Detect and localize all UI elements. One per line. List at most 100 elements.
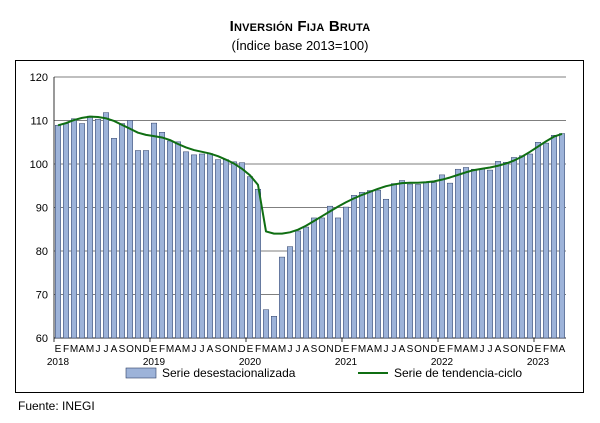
month-label: E — [439, 344, 446, 355]
month-label: D — [334, 344, 341, 355]
month-label: M — [182, 344, 190, 355]
month-label: A — [79, 344, 86, 355]
year-label: 2021 — [335, 357, 358, 368]
bar — [183, 151, 189, 339]
chart-title: Inversión Fija Bruta — [229, 18, 371, 35]
month-label: O — [510, 344, 518, 355]
month-label: M — [550, 344, 558, 355]
year-label: 2023 — [527, 357, 550, 368]
y-tick-label: 110 — [30, 116, 48, 128]
month-label: O — [126, 344, 134, 355]
bar — [519, 155, 525, 339]
bar — [263, 309, 269, 339]
bar — [471, 168, 477, 339]
month-label: O — [318, 344, 326, 355]
month-label: J — [480, 344, 485, 355]
month-label: A — [495, 344, 502, 355]
month-label: A — [367, 344, 374, 355]
month-label: N — [134, 344, 141, 355]
month-label: M — [470, 344, 478, 355]
month-label: N — [326, 344, 333, 355]
bar — [127, 120, 133, 339]
month-label: D — [238, 344, 245, 355]
bar — [511, 157, 517, 339]
bar — [527, 153, 533, 339]
bar — [111, 138, 117, 339]
month-label: A — [111, 344, 118, 355]
month-label: A — [399, 344, 406, 355]
month-label: M — [454, 344, 462, 355]
month-label: N — [422, 344, 429, 355]
month-label: F — [63, 344, 69, 355]
month-label: J — [384, 344, 389, 355]
month-label: F — [543, 344, 549, 355]
bar — [343, 206, 349, 339]
month-label: J — [192, 344, 197, 355]
month-label: F — [159, 344, 165, 355]
bar — [103, 112, 109, 339]
y-tick-label: 60 — [36, 333, 48, 345]
bar — [79, 123, 85, 339]
month-label: A — [207, 344, 214, 355]
bar — [431, 182, 437, 339]
bar — [551, 135, 557, 339]
month-label: E — [343, 344, 350, 355]
bar — [375, 189, 381, 339]
month-label: D — [142, 344, 149, 355]
bar — [247, 176, 253, 339]
month-label: S — [215, 344, 222, 355]
legend-line-label: Serie de tendencia-ciclo — [394, 366, 522, 380]
month-label: N — [518, 344, 525, 355]
bar — [287, 246, 293, 339]
month-label: J — [104, 344, 109, 355]
bar — [295, 230, 301, 339]
bar — [319, 217, 325, 339]
bar — [207, 153, 213, 339]
bar — [167, 140, 173, 339]
bar — [391, 183, 397, 339]
month-label: J — [488, 344, 493, 355]
legend-bar-swatch — [125, 367, 157, 379]
bar — [215, 159, 221, 339]
bar — [303, 226, 309, 339]
chart-frame: 60 70 80 90 100 110 120 E F M A M J J A S O N D E F M A M J J A S O N… — [15, 60, 584, 393]
month-label: M — [278, 344, 286, 355]
bar — [223, 159, 229, 339]
month-label: E — [535, 344, 542, 355]
bar — [559, 133, 565, 339]
month-label: F — [351, 344, 357, 355]
bar — [351, 195, 357, 339]
month-label: A — [559, 344, 566, 355]
month-label: S — [311, 344, 318, 355]
bar — [383, 198, 389, 339]
month-label: A — [175, 344, 182, 355]
bar — [239, 162, 245, 339]
bar — [71, 118, 77, 339]
bar — [543, 142, 549, 339]
bar — [55, 125, 61, 339]
month-label: J — [296, 344, 301, 355]
month-label: F — [255, 344, 261, 355]
bar — [271, 316, 277, 339]
bar — [327, 205, 333, 339]
bar — [199, 153, 205, 339]
bar — [63, 123, 69, 339]
bar — [119, 123, 125, 339]
month-label: S — [503, 344, 510, 355]
bar — [535, 142, 541, 339]
bar — [359, 192, 365, 339]
bar — [487, 169, 493, 339]
bar — [159, 132, 165, 339]
bar — [143, 150, 149, 339]
month-label: S — [407, 344, 414, 355]
month-label: O — [414, 344, 422, 355]
bar — [439, 174, 445, 339]
y-tick-label: 90 — [36, 203, 48, 215]
source-note: Fuente: INEGI — [18, 399, 95, 413]
month-label: J — [288, 344, 293, 355]
y-tick-label: 80 — [36, 246, 48, 258]
bar — [255, 188, 261, 339]
chart-subtitle: (Índice base 2013=100) — [231, 38, 369, 53]
month-label: N — [230, 344, 237, 355]
